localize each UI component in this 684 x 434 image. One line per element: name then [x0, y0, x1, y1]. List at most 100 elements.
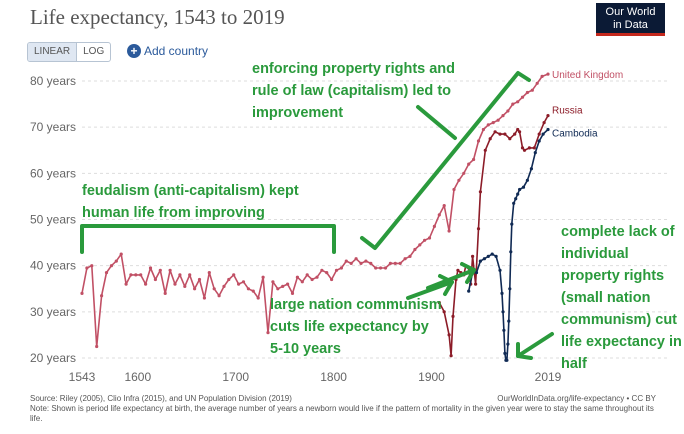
point-united-kingdom-1598	[134, 273, 138, 277]
point-united-kingdom-1808	[339, 266, 343, 270]
point-united-kingdom-1943	[472, 157, 476, 162]
point-united-kingdom-1958	[486, 123, 490, 127]
logo-line-2: in Data	[613, 19, 648, 31]
log-scale-button[interactable]: LOG	[76, 43, 110, 61]
point-russia-2010	[537, 132, 541, 136]
point-united-kingdom-1878	[408, 254, 412, 258]
point-united-kingdom-1933	[462, 171, 466, 175]
x-tick-label-1700: 1700	[222, 370, 249, 384]
point-united-kingdom-1748	[281, 284, 285, 288]
y-tick-label-30: 30 years	[30, 305, 76, 319]
point-russia-1927	[456, 268, 460, 272]
point-russia-2019	[546, 114, 550, 118]
point-russia-1918	[447, 333, 451, 337]
scale-toggle: LINEAR LOG	[27, 42, 112, 62]
point-united-kingdom-1708	[241, 280, 246, 284]
point-united-kingdom-1553	[90, 264, 94, 268]
footer-credit-link[interactable]: OurWorldInData.org/life-expectancy • CC …	[497, 394, 656, 403]
point-cambodia-1946	[474, 271, 479, 275]
point-russia-1993	[520, 146, 525, 150]
point-united-kingdom-1718	[251, 289, 255, 293]
capitalism-bracket	[360, 71, 531, 250]
point-cambodia-2010	[537, 139, 541, 143]
legend-russia[interactable]: Russia	[552, 106, 583, 117]
point-united-kingdom-1773	[305, 273, 309, 277]
point-russia-1988	[516, 127, 520, 132]
y-tick-label-40: 40 years	[30, 259, 76, 273]
point-united-kingdom-1763	[295, 275, 299, 279]
point-united-kingdom-1798	[330, 277, 334, 282]
linear-scale-button[interactable]: LINEAR	[28, 43, 77, 61]
point-united-kingdom-1973	[501, 114, 505, 118]
point-cambodia-2019	[546, 127, 550, 132]
point-cambodia-1938	[467, 289, 471, 293]
point-russia-1955	[483, 148, 487, 152]
point-united-kingdom-1868	[398, 261, 402, 265]
point-united-kingdom-1803	[334, 268, 339, 272]
point-united-kingdom-1733	[266, 331, 270, 335]
point-united-kingdom-1723	[256, 296, 260, 300]
point-cambodia-1982	[510, 222, 514, 226]
point-united-kingdom-1883	[413, 247, 417, 252]
point-united-kingdom-1838	[369, 261, 373, 265]
point-united-kingdom-2019	[546, 72, 550, 76]
point-united-kingdom-1923	[452, 187, 456, 192]
add-country-button[interactable]: + Add country	[127, 42, 208, 60]
point-russia-1995	[522, 148, 527, 152]
russia-arrow-line-1	[406, 280, 454, 300]
point-united-kingdom-1918	[447, 229, 451, 233]
point-russia-1950	[478, 190, 482, 194]
point-united-kingdom-1813	[344, 259, 348, 263]
point-cambodia-1979	[507, 319, 511, 323]
annotation-small-communism: complete lack of individual property rig…	[561, 224, 682, 372]
point-russia-1980	[508, 137, 512, 141]
point-united-kingdom-1638	[173, 282, 177, 286]
point-cambodia-1950	[478, 259, 482, 263]
russia-arrow-line-2	[426, 268, 476, 290]
point-united-kingdom-1988	[516, 100, 520, 104]
legend-united-kingdom[interactable]: United Kingdom	[552, 70, 623, 81]
point-united-kingdom-1768	[300, 280, 304, 284]
point-russia-1970	[498, 132, 502, 136]
point-cambodia-1990	[518, 187, 522, 192]
point-russia-1960	[488, 137, 492, 141]
point-united-kingdom-1863	[393, 261, 397, 265]
point-united-kingdom-1778	[310, 277, 314, 282]
y-tick-label-20: 20 years	[30, 351, 76, 365]
point-united-kingdom-1978	[506, 109, 510, 113]
y-tick-label-50: 50 years	[30, 213, 76, 227]
point-united-kingdom-1548	[85, 266, 89, 270]
point-russia-2000	[527, 146, 532, 150]
point-cambodia-1998	[525, 178, 530, 182]
point-united-kingdom-1793	[325, 271, 329, 275]
point-cambodia-2006	[533, 151, 537, 155]
grid-layer	[82, 80, 670, 359]
add-country-label: Add country	[144, 44, 209, 58]
point-united-kingdom-1823	[354, 257, 358, 261]
point-united-kingdom-1963	[491, 121, 495, 125]
point-united-kingdom-1833	[364, 259, 368, 263]
point-united-kingdom-1898	[427, 236, 432, 240]
y-tick-label-80: 80 years	[30, 74, 76, 88]
point-russia-1990	[518, 130, 522, 134]
point-russia-2005	[532, 146, 536, 150]
point-united-kingdom-1938	[467, 162, 471, 166]
x-axis-labels: 1543 1600 1700 1800 1900 2019	[69, 370, 562, 384]
legend-cambodia[interactable]: Cambodia	[552, 128, 598, 139]
x-tick-label-1800: 1800	[320, 370, 347, 384]
point-russia-1920	[449, 354, 453, 358]
point-united-kingdom-1998	[525, 90, 530, 95]
annotation-feudalism: feudalism (anti-capitalism) kept human l…	[82, 183, 299, 221]
point-united-kingdom-1663	[197, 277, 202, 282]
point-united-kingdom-1623	[158, 268, 162, 272]
point-russia-1965	[493, 130, 497, 134]
point-russia-1942	[471, 254, 475, 258]
owid-logo[interactable]: Our World in Data	[596, 3, 665, 36]
footer-source: Source: Riley (2005), Clio Infra (2015),…	[30, 394, 292, 403]
point-united-kingdom-1818	[349, 261, 353, 265]
point-cambodia-1973	[501, 310, 505, 314]
y-axis-labels: 20 years 30 years 40 years 50 years 60 years…	[30, 74, 76, 365]
russia-arrow-head-1	[438, 274, 454, 296]
point-united-kingdom-1688	[222, 284, 226, 288]
feudalism-bracket	[80, 224, 336, 254]
